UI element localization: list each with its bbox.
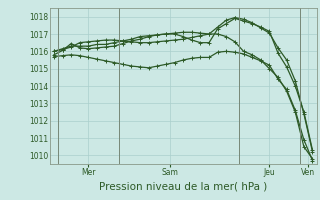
X-axis label: Pression niveau de la mer( hPa ): Pression niveau de la mer( hPa ) [99,181,267,191]
